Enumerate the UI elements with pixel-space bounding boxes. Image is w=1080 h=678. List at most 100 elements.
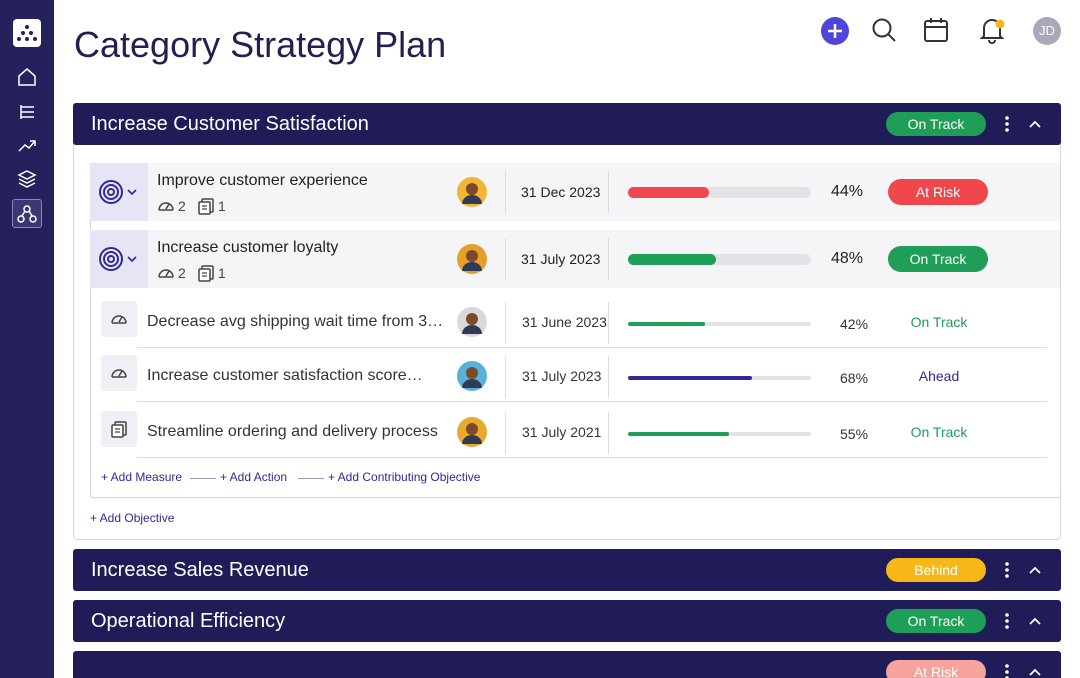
- status-pill[interactable]: On Track: [886, 609, 986, 633]
- item-icon-svg: [111, 369, 127, 378]
- notifications-icon[interactable]: [978, 16, 1006, 44]
- collapse-toggle[interactable]: [1027, 564, 1043, 576]
- assignee-avatar-svg: [457, 244, 487, 274]
- item-icon[interactable]: [101, 355, 137, 391]
- status-pill[interactable]: On Track: [888, 246, 988, 272]
- more-menu-svg: [1005, 116, 1009, 132]
- target-icon: [99, 180, 137, 204]
- logo-icon: [17, 25, 37, 41]
- column-divider: [608, 171, 609, 213]
- objective-name: Increase customer loyalty: [157, 239, 339, 256]
- add-link[interactable]: + Add Measure: [101, 470, 183, 484]
- add-button[interactable]: [821, 17, 849, 45]
- more-menu-svg: [1005, 613, 1009, 629]
- column-divider: [505, 356, 506, 398]
- assignee-avatar-svg: [457, 417, 487, 447]
- measure-icon-svg: [158, 202, 174, 211]
- more-menu[interactable]: [1000, 663, 1014, 678]
- link-connector: [298, 478, 324, 479]
- active-nav[interactable]: [12, 199, 42, 228]
- progress-percent: 44%: [831, 183, 864, 200]
- progress-bar: [628, 322, 705, 326]
- collapse-toggle-svg: [1029, 668, 1041, 676]
- due-date: 31 Dec 2023: [521, 184, 601, 200]
- action-icon: [196, 263, 216, 283]
- status-pill[interactable]: On Track: [886, 112, 986, 136]
- item-status: On Track: [910, 314, 968, 330]
- trend-icon[interactable]: [17, 136, 37, 156]
- action-icon: [196, 196, 216, 216]
- user-avatar[interactable]: JD: [1033, 17, 1061, 45]
- status-pill[interactable]: Behind: [886, 558, 986, 582]
- page-title: Category Strategy Plan: [74, 24, 447, 65]
- assignee-avatar: [457, 361, 487, 391]
- link-connector: [190, 478, 216, 479]
- add-objective-link[interactable]: + Add Objective: [90, 511, 175, 525]
- action-icon-svg: [198, 198, 214, 215]
- section-title: Operational Efficiency: [91, 610, 286, 632]
- collapse-toggle[interactable]: [1027, 118, 1043, 130]
- column-divider: [505, 412, 506, 454]
- measure-icon: [156, 196, 176, 216]
- due-date: 31 July 2023: [521, 251, 601, 267]
- item-icon-svg: [111, 421, 127, 438]
- measure-count: 2: [178, 198, 186, 214]
- row-divider: [137, 457, 1047, 458]
- logo[interactable]: [13, 19, 41, 47]
- more-menu-svg: [1005, 562, 1009, 578]
- row-divider: [137, 401, 1047, 402]
- column-divider: [608, 412, 609, 454]
- home-icon[interactable]: [17, 67, 37, 87]
- action-icon-svg: [198, 265, 214, 282]
- row-divider: [137, 347, 1047, 348]
- progress-track: [628, 186, 811, 198]
- progress-percent: 48%: [831, 250, 864, 267]
- item-icon[interactable]: [101, 301, 137, 337]
- item-status: Ahead: [918, 368, 960, 384]
- more-menu[interactable]: [1000, 561, 1014, 579]
- add-link[interactable]: + Add Action: [220, 470, 288, 484]
- collapse-toggle[interactable]: [1027, 615, 1043, 627]
- due-date: 31 July 2021: [522, 424, 602, 440]
- column-divider: [505, 171, 506, 213]
- assignee-avatar-svg: [457, 307, 487, 337]
- sidebar: [0, 0, 54, 678]
- collapse-toggle[interactable]: [1027, 666, 1043, 678]
- progress-percent: 55%: [840, 426, 869, 442]
- progress-track: [628, 322, 811, 326]
- progress-percent: 68%: [840, 370, 869, 386]
- progress-bar: [628, 376, 753, 380]
- assignee-avatar: [457, 177, 487, 207]
- section-title: Increase Sales Revenue: [91, 559, 309, 581]
- search-icon[interactable]: [871, 17, 897, 43]
- measure-icon: [156, 263, 176, 283]
- progress-bar: [628, 253, 716, 265]
- progress-bar: [628, 186, 709, 198]
- item-name: Streamline ordering and delivery process: [147, 423, 438, 440]
- calendar-icon[interactable]: [923, 17, 949, 43]
- column-divider: [505, 238, 506, 280]
- more-menu[interactable]: [1000, 115, 1014, 133]
- status-pill[interactable]: At Risk: [886, 660, 986, 678]
- collapse-toggle-svg: [1029, 566, 1041, 574]
- assignee-avatar: [457, 307, 487, 337]
- objective-icon[interactable]: [90, 163, 148, 221]
- more-menu[interactable]: [1000, 612, 1014, 630]
- status-pill[interactable]: At Risk: [888, 179, 988, 205]
- action-count: 1: [218, 198, 226, 214]
- objective-icon[interactable]: [90, 230, 148, 288]
- assignee-avatar-svg: [457, 361, 487, 391]
- item-icon[interactable]: [101, 411, 137, 447]
- strategy-icon: [17, 205, 37, 223]
- collapse-toggle-svg: [1029, 617, 1041, 625]
- layers-icon[interactable]: [17, 169, 37, 189]
- user-initials: JD: [1039, 23, 1055, 38]
- item-status: On Track: [910, 424, 968, 440]
- add-link[interactable]: + Add Contributing Objective: [328, 470, 481, 484]
- progress-track: [628, 253, 811, 265]
- measure-icon-svg: [158, 269, 174, 278]
- progress-bar: [628, 432, 729, 436]
- column-divider: [505, 302, 506, 344]
- list-icon[interactable]: [17, 102, 37, 122]
